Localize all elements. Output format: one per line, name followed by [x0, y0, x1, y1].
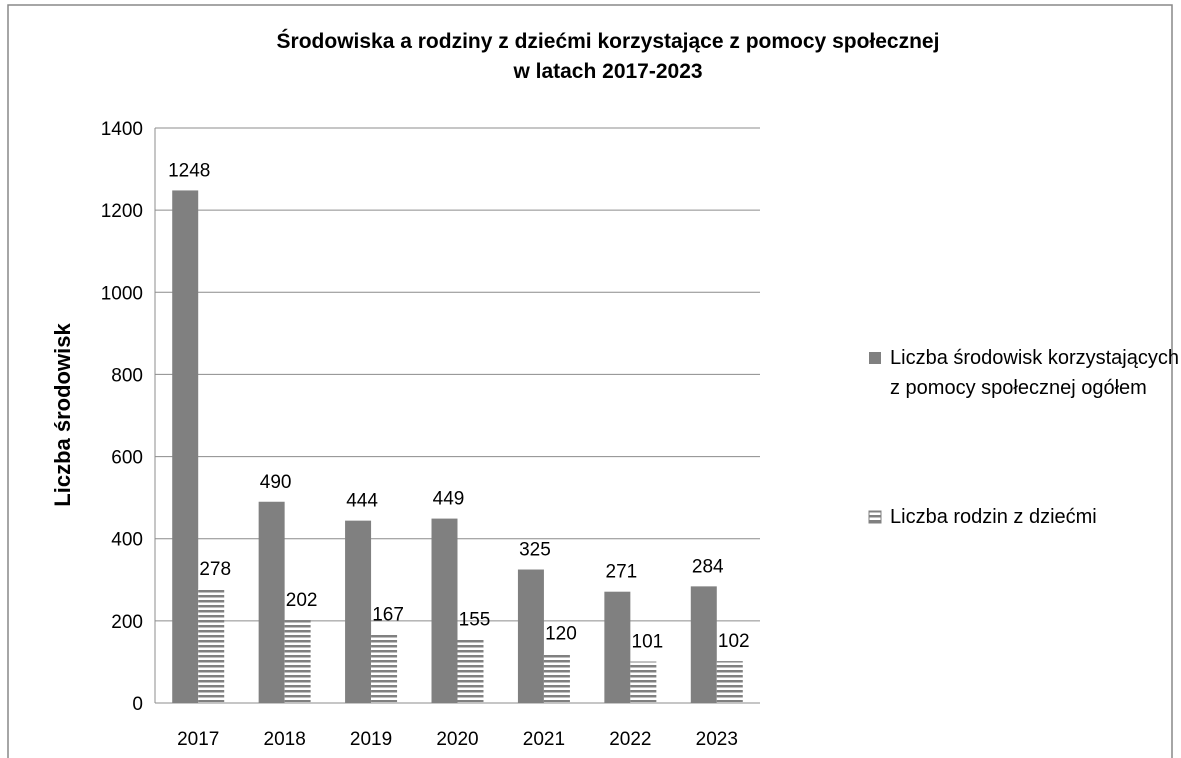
chart-title: w latach 2017-2023 [512, 60, 702, 83]
bar [690, 586, 717, 703]
x-tick-label: 2021 [523, 729, 565, 750]
x-tick-label: 2022 [609, 729, 651, 750]
legend-swatch [869, 352, 881, 364]
data-label: 102 [718, 631, 750, 652]
y-tick-label: 0 [132, 694, 143, 715]
bar [284, 620, 311, 703]
data-label: 155 [459, 609, 491, 630]
frame [7, 4, 1173, 758]
bar [543, 653, 570, 703]
bar [630, 661, 657, 703]
bar [258, 501, 285, 703]
x-tick-label: 2020 [436, 729, 478, 750]
legend-label: Liczba rodzin z dziećmi [890, 506, 1097, 528]
data-label: 101 [632, 632, 664, 653]
data-label: 271 [606, 562, 638, 583]
data-label: 284 [692, 556, 724, 577]
chart-title: Środowiska a rodziny z dziećmi korzystaj… [277, 29, 940, 53]
data-label: 490 [260, 472, 292, 493]
bar [371, 634, 398, 703]
y-tick-label: 800 [111, 365, 143, 386]
bar [431, 518, 458, 703]
y-tick-label: 1200 [101, 201, 143, 222]
x-tick-label: 2019 [350, 729, 392, 750]
y-tick-label: 200 [111, 612, 143, 633]
x-tick-label: 2017 [177, 729, 219, 750]
y-tick-label: 400 [111, 530, 143, 551]
data-label: 202 [286, 590, 318, 611]
bar [172, 190, 199, 703]
y-axis-label: Liczba środowisk [50, 323, 75, 507]
data-label: 449 [433, 489, 465, 510]
data-label: 1248 [168, 160, 210, 181]
data-label: 120 [545, 624, 577, 645]
y-tick-label: 1400 [101, 119, 143, 140]
x-tick-label: 2023 [696, 729, 738, 750]
bar [345, 520, 372, 703]
bar [457, 639, 484, 703]
bar [604, 591, 631, 703]
data-label: 167 [372, 604, 404, 625]
x-tick-label: 2018 [264, 729, 306, 750]
data-label: 278 [199, 559, 231, 580]
data-label: 444 [346, 491, 378, 512]
legend-swatch [868, 510, 882, 524]
y-tick-label: 1000 [101, 283, 143, 304]
data-label: 325 [519, 540, 551, 561]
legend-label: Liczba środowisk korzystających z pomocy… [890, 347, 1179, 399]
bar [198, 588, 225, 703]
y-tick-label: 600 [111, 448, 143, 469]
bar [716, 661, 743, 703]
bar [517, 569, 544, 703]
